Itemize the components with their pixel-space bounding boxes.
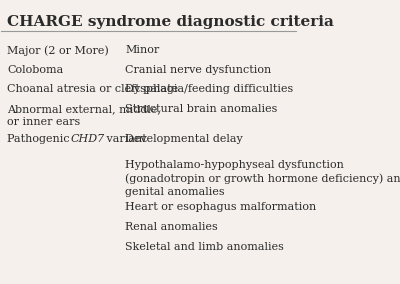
Text: Cranial nerve dysfunction: Cranial nerve dysfunction [125,65,271,75]
Text: CHD7: CHD7 [70,133,104,144]
Text: Renal anomalies: Renal anomalies [125,222,218,232]
Text: Skeletal and limb anomalies: Skeletal and limb anomalies [125,242,284,252]
Text: Hypothalamo-hypophyseal dysfunction
(gonadotropin or growth hormone deficiency) : Hypothalamo-hypophyseal dysfunction (gon… [125,160,400,197]
Text: Coloboma: Coloboma [7,65,64,75]
Text: Structural brain anomalies: Structural brain anomalies [125,104,278,114]
Text: Choanal atresia or cleft palate: Choanal atresia or cleft palate [7,84,178,94]
Text: Minor: Minor [125,45,159,55]
Text: Dysphagia/feeding difficulties: Dysphagia/feeding difficulties [125,84,293,94]
Text: CHARGE syndrome diagnostic criteria: CHARGE syndrome diagnostic criteria [7,15,334,30]
Text: Heart or esophagus malformation: Heart or esophagus malformation [125,202,316,212]
Text: Major (2 or More): Major (2 or More) [7,45,109,56]
Text: variant: variant [102,133,146,144]
Text: Pathogenic: Pathogenic [7,133,74,144]
Text: Developmental delay: Developmental delay [125,133,243,144]
Text: Abnormal external, middle,
or inner ears: Abnormal external, middle, or inner ears [7,104,161,127]
